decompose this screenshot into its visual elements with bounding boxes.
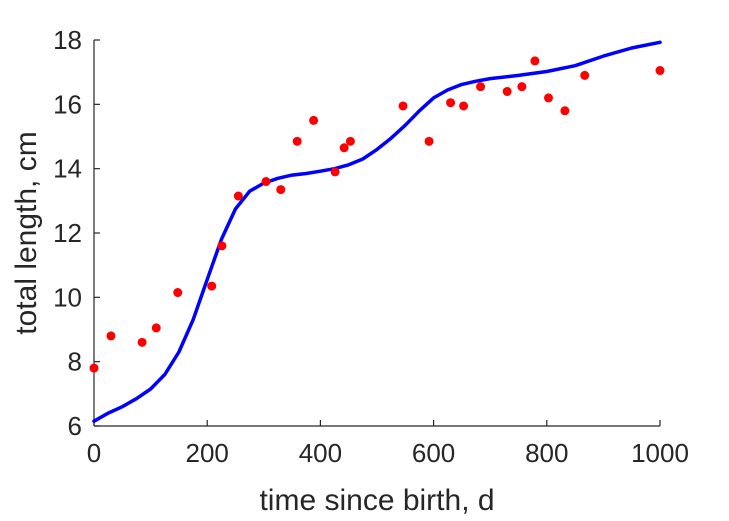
data-point bbox=[339, 143, 349, 153]
data-point bbox=[517, 82, 527, 92]
data-point bbox=[276, 185, 286, 195]
data-point bbox=[217, 241, 227, 251]
data-point bbox=[655, 66, 665, 76]
data-point bbox=[106, 331, 116, 341]
data-point bbox=[345, 136, 355, 146]
y-tick-label: 6 bbox=[68, 411, 82, 441]
data-point bbox=[292, 136, 302, 146]
data-point bbox=[580, 70, 590, 80]
data-point bbox=[476, 82, 486, 92]
data-point bbox=[309, 115, 319, 125]
data-point bbox=[233, 191, 243, 201]
data-point bbox=[137, 337, 147, 347]
fit-line bbox=[92, 40, 662, 423]
x-axis-label: time since birth, d bbox=[259, 484, 494, 517]
x-ticks: 0 200 400 600 800 1000 bbox=[87, 420, 689, 468]
data-point bbox=[207, 281, 217, 291]
data-point bbox=[261, 177, 271, 187]
x-tick-label: 1000 bbox=[631, 438, 689, 468]
y-tick-label: 16 bbox=[53, 89, 82, 119]
data-point bbox=[560, 106, 570, 116]
series-layer bbox=[89, 40, 665, 423]
y-tick-label: 18 bbox=[53, 25, 82, 55]
data-point bbox=[446, 98, 456, 108]
data-point bbox=[459, 101, 469, 111]
data-point bbox=[543, 93, 553, 103]
data-point bbox=[151, 323, 161, 333]
data-point bbox=[424, 136, 434, 146]
x-tick-label: 800 bbox=[525, 438, 568, 468]
data-point bbox=[330, 167, 340, 177]
x-tick-label: 200 bbox=[186, 438, 229, 468]
axes bbox=[93, 40, 660, 427]
data-point bbox=[530, 56, 540, 66]
y-axis-label: total length, cm bbox=[10, 131, 43, 334]
x-tick-label: 600 bbox=[412, 438, 455, 468]
y-tick-label: 12 bbox=[53, 218, 82, 248]
x-tick-label: 400 bbox=[299, 438, 342, 468]
data-point bbox=[89, 363, 99, 373]
y-tick-label: 10 bbox=[53, 282, 82, 312]
y-ticks: 6 8 10 12 14 16 18 bbox=[53, 25, 100, 441]
x-tick-label: 0 bbox=[87, 438, 101, 468]
y-tick-label: 14 bbox=[53, 154, 82, 184]
data-point bbox=[502, 86, 512, 96]
data-point bbox=[398, 101, 408, 111]
y-tick-label: 8 bbox=[68, 347, 82, 377]
data-point bbox=[173, 288, 183, 298]
